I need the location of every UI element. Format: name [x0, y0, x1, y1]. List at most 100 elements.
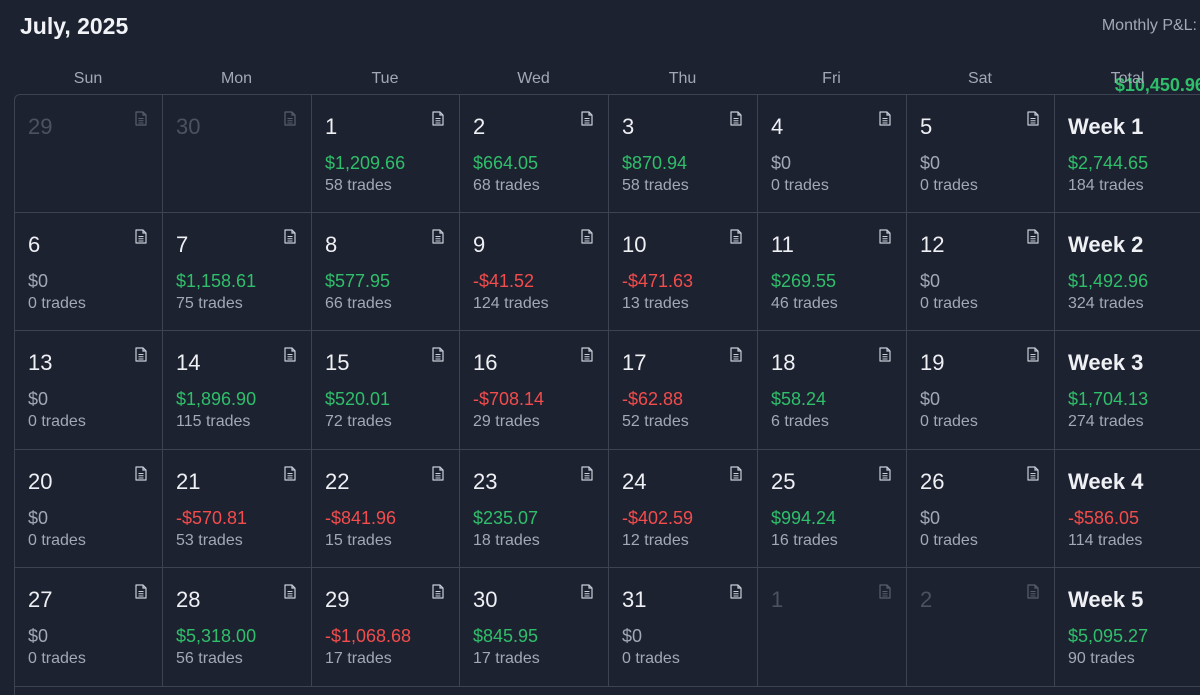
day-cell[interactable]: 3 $870.94 58 trades	[609, 95, 758, 213]
day-cell[interactable]: 1 $1,209.66 58 trades	[312, 95, 460, 213]
day-cell[interactable]: 2	[907, 568, 1055, 687]
day-number: 26	[920, 469, 945, 494]
note-icon[interactable]	[879, 229, 891, 244]
trade-count: 13 trades	[622, 295, 689, 312]
day-cell[interactable]: 31 $0 0 trades	[609, 568, 758, 687]
note-icon[interactable]	[1027, 466, 1039, 481]
note-icon[interactable]	[135, 584, 147, 599]
day-cell[interactable]: 10 -$471.63 13 trades	[609, 213, 758, 331]
day-cell[interactable]: 21 -$570.81 53 trades	[163, 450, 312, 568]
day-number: 2	[473, 114, 486, 139]
day-cell[interactable]: 15 $520.01 72 trades	[312, 331, 460, 450]
day-number: 30	[473, 587, 498, 612]
note-icon[interactable]	[284, 347, 296, 362]
note-icon[interactable]	[581, 584, 593, 599]
day-cell[interactable]: 17 -$62.88 52 trades	[609, 331, 758, 450]
day-cell[interactable]: 4 $0 0 trades	[758, 95, 907, 213]
trade-count: 0 trades	[622, 650, 680, 667]
day-pnl: -$841.96	[325, 508, 397, 528]
trade-count: 53 trades	[176, 532, 243, 549]
note-icon[interactable]	[284, 229, 296, 244]
day-cell[interactable]: 16 -$708.14 29 trades	[460, 331, 609, 450]
day-cell[interactable]: 20 $0 0 trades	[15, 450, 163, 568]
day-cell[interactable]: 12 $0 0 trades	[907, 213, 1055, 331]
note-icon[interactable]	[730, 347, 742, 362]
note-icon[interactable]	[432, 111, 444, 126]
note-icon[interactable]	[432, 466, 444, 481]
day-cell[interactable]: 30	[163, 95, 312, 213]
total-column-label: Total	[1110, 70, 1145, 87]
note-icon[interactable]	[1027, 111, 1039, 126]
note-icon[interactable]	[581, 229, 593, 244]
day-cell[interactable]: 6 $0 0 trades	[15, 213, 163, 331]
weekday-label: Tue	[371, 70, 399, 87]
day-cell[interactable]: 26 $0 0 trades	[907, 450, 1055, 568]
week-pnl: $2,744.65	[1068, 153, 1149, 173]
day-number: 2	[920, 587, 933, 612]
day-cell[interactable]: 30 $845.95 17 trades	[460, 568, 609, 687]
day-pnl: $870.94	[622, 153, 688, 173]
trade-count: 52 trades	[622, 413, 689, 430]
day-cell[interactable]: 8 $577.95 66 trades	[312, 213, 460, 331]
day-cell[interactable]: 29 -$1,068.68 17 trades	[312, 568, 460, 687]
day-cell[interactable]: 5 $0 0 trades	[907, 95, 1055, 213]
calendar-header: July, 2025 Monthly P&L: $10,450.96	[0, 0, 1200, 95]
note-icon[interactable]	[1027, 229, 1039, 244]
day-cell[interactable]: 18 $58.24 6 trades	[758, 331, 907, 450]
day-cell[interactable]: 11 $269.55 46 trades	[758, 213, 907, 331]
note-icon[interactable]	[581, 111, 593, 126]
note-icon[interactable]	[879, 111, 891, 126]
note-icon[interactable]	[730, 229, 742, 244]
day-cell[interactable]: 9 -$41.52 124 trades	[460, 213, 609, 331]
trade-count: 29 trades	[473, 413, 540, 430]
note-icon[interactable]	[879, 584, 891, 599]
note-icon[interactable]	[135, 347, 147, 362]
trade-count: 0 trades	[28, 532, 86, 549]
day-pnl: $0	[28, 271, 49, 291]
note-icon[interactable]	[730, 111, 742, 126]
day-number: 4	[771, 114, 784, 139]
note-icon[interactable]	[730, 466, 742, 481]
note-icon[interactable]	[432, 584, 444, 599]
note-icon[interactable]	[284, 584, 296, 599]
note-icon[interactable]	[135, 111, 147, 126]
day-number: 11	[771, 232, 794, 257]
day-pnl: $0	[28, 389, 49, 409]
day-cell[interactable]: 13 $0 0 trades	[15, 331, 163, 450]
note-icon[interactable]	[730, 584, 742, 599]
note-icon[interactable]	[432, 347, 444, 362]
note-icon[interactable]	[135, 466, 147, 481]
day-cell[interactable]: 23 $235.07 18 trades	[460, 450, 609, 568]
day-cell[interactable]: 1	[758, 568, 907, 687]
day-pnl: $1,896.90	[176, 389, 257, 409]
note-icon[interactable]	[581, 466, 593, 481]
day-number: 7	[176, 232, 189, 257]
note-icon[interactable]	[879, 347, 891, 362]
day-cell[interactable]: 14 $1,896.90 115 trades	[163, 331, 312, 450]
month-title: July, 2025	[20, 13, 129, 39]
note-icon[interactable]	[1027, 584, 1039, 599]
day-cell[interactable]: 19 $0 0 trades	[907, 331, 1055, 450]
note-icon[interactable]	[284, 466, 296, 481]
day-number: 29	[28, 114, 53, 139]
day-cell[interactable]: 25 $994.24 16 trades	[758, 450, 907, 568]
day-cell[interactable]: 29	[15, 95, 163, 213]
day-number: 13	[28, 350, 53, 375]
day-cell[interactable]: 27 $0 0 trades	[15, 568, 163, 687]
note-icon[interactable]	[1027, 347, 1039, 362]
day-cell[interactable]: 22 -$841.96 15 trades	[312, 450, 460, 568]
trade-count: 0 trades	[920, 532, 978, 549]
note-icon[interactable]	[135, 229, 147, 244]
day-number: 29	[325, 587, 350, 612]
day-cell[interactable]: 24 -$402.59 12 trades	[609, 450, 758, 568]
monthly-pnl-label: Monthly P&L:	[1101, 17, 1197, 34]
day-cell[interactable]: 28 $5,318.00 56 trades	[163, 568, 312, 687]
note-icon[interactable]	[581, 347, 593, 362]
note-icon[interactable]	[432, 229, 444, 244]
trade-count: 0 trades	[920, 295, 978, 312]
note-icon[interactable]	[284, 111, 296, 126]
day-number: 28	[176, 587, 201, 612]
note-icon[interactable]	[879, 466, 891, 481]
day-cell[interactable]: 2 $664.05 68 trades	[460, 95, 609, 213]
day-cell[interactable]: 7 $1,158.61 75 trades	[163, 213, 312, 331]
